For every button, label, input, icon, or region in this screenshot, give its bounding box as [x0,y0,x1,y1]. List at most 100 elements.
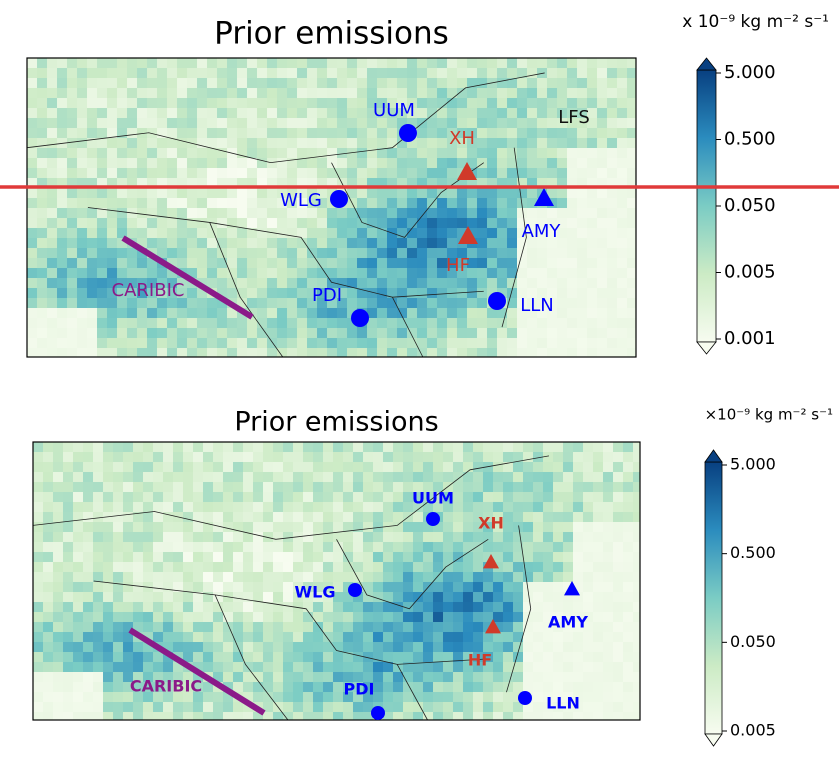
map-cell [537,68,547,78]
map-cell [197,318,207,328]
map-cell [53,512,63,522]
map-cell [443,582,453,592]
map-cell [233,472,243,482]
map-cell [553,602,563,612]
map-cell [233,512,243,522]
map-cell [203,562,213,572]
map-cell [597,88,607,98]
map-cell [237,198,247,208]
map-cell [443,632,453,642]
map-cell [543,552,553,562]
map-cell [127,148,137,158]
map-cell [207,78,217,88]
map-cell [507,318,517,328]
map-cell [247,58,257,68]
map-cell [223,472,233,482]
map-cell [397,258,407,268]
map-cell [187,208,197,218]
map-cell [257,58,267,68]
map-cell [97,168,107,178]
map-cell [303,452,313,462]
map-cell [423,592,433,602]
map-cell [117,78,127,88]
map-cell [423,622,433,632]
map-cell [467,288,477,298]
map-cell [577,158,587,168]
map-cell [627,98,636,108]
map-cell [563,662,573,672]
map-cell [377,128,387,138]
map-cell [413,442,423,452]
map-cell [253,692,263,702]
map-cell [207,138,217,148]
map-cell [47,308,57,318]
map-cell [277,98,287,108]
map-cell [547,88,557,98]
map-cell [513,482,523,492]
map-cell [273,562,283,572]
map-cell [443,622,453,632]
map-cell [277,58,287,68]
map-cell [387,158,397,168]
map-cell [613,712,623,720]
map-cell [387,148,397,158]
map-cell [573,602,583,612]
map-cell [243,662,253,672]
map-cell [383,502,393,512]
map-cell [457,308,467,318]
map-cell [597,218,607,228]
map-cell [173,492,183,502]
map-cell [83,512,93,522]
map-cell [617,258,627,268]
map-cell [377,208,387,218]
map-cell [43,512,53,522]
map-cell [523,502,533,512]
map-cell [373,462,383,472]
map-cell [87,168,97,178]
map-cell [623,522,633,532]
map-cell [217,338,227,348]
map-cell [563,552,573,562]
map-cell [347,258,357,268]
map-cell [493,502,503,512]
map-cell [403,532,413,542]
map-cell [37,258,47,268]
map-cell [213,582,223,592]
map-cell [27,188,37,198]
map-cell [157,348,167,357]
map-cell [267,238,277,248]
map-cell [283,632,293,642]
map-cell [487,338,497,348]
map-cell [633,632,640,642]
map-cell [273,532,283,542]
map-cell [243,512,253,522]
map-cell [147,148,157,158]
map-cell [53,552,63,562]
map-cell [53,522,63,532]
map-cell [443,602,453,612]
map-cell [503,612,513,622]
map-cell [57,238,67,248]
map-cell [423,462,433,472]
map-cell [603,712,613,720]
map-cell [587,68,597,78]
map-cell [163,602,173,612]
map-cell [137,208,147,218]
map-cell [243,652,253,662]
map-cell [623,552,633,562]
map-cell [163,492,173,502]
map-cell [117,118,127,128]
map-cell [103,632,113,642]
map-cell [583,642,593,652]
map-cell [183,612,193,622]
map-cell [353,462,363,472]
map-cell [513,562,523,572]
map-cell [287,108,297,118]
map-cell [327,88,337,98]
map-cell [353,602,363,612]
map-cell [627,148,636,158]
map-cell [197,168,207,178]
map-cell [243,712,253,720]
map-cell [633,692,640,702]
map-cell [157,188,167,198]
